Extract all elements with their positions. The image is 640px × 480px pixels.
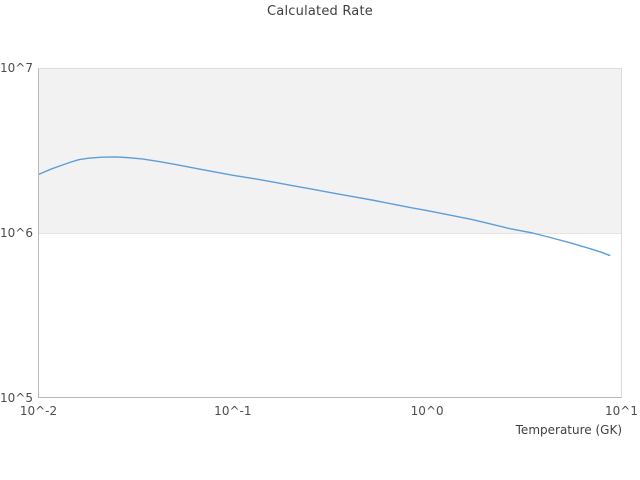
y-tick-label: 10^7 [0,61,33,75]
x-axis-title: Temperature (GK) [515,423,622,437]
x-tick-label: 10^1 [605,404,638,418]
plot-area [38,68,622,398]
decade-band [39,69,621,234]
rate-line [39,157,610,255]
y-tick-label: 10^6 [0,226,33,240]
x-tick-label: 10^-1 [214,404,252,418]
chart-title: Calculated Rate [267,4,373,19]
decade-bands [39,69,621,397]
x-tick-label: 10^0 [410,404,444,418]
y-tick-label: 10^5 [0,391,33,405]
x-tick-label: 10^-2 [19,404,58,418]
line-plot-svg [39,69,621,397]
